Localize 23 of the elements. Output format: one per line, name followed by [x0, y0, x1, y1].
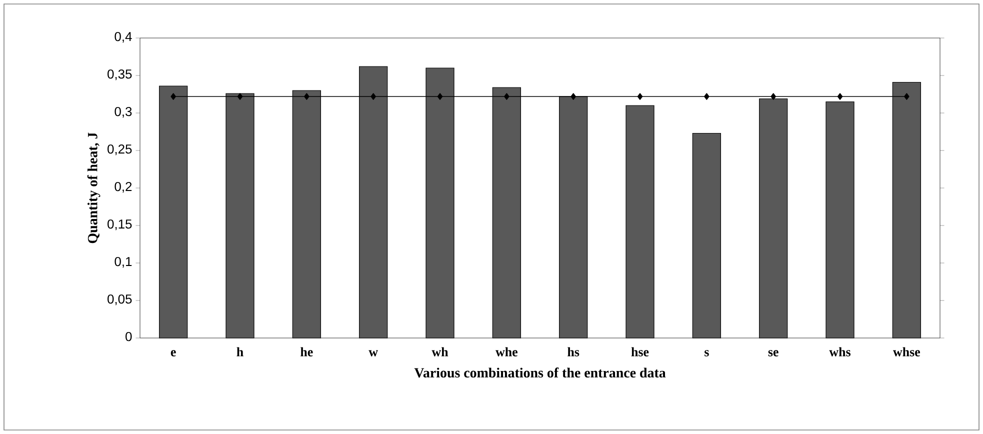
x-tick-label: se [768, 350, 778, 356]
x-tick-label: hs [568, 347, 580, 356]
y-axis-title: Quantity of heat, J [87, 132, 100, 244]
x-tick-label: whse [893, 347, 920, 356]
y-tick-label: 0,35 [108, 69, 132, 80]
y-tick-label: 0,25 [108, 144, 132, 156]
x-axis-title: Various combinations of the entrance data [414, 368, 666, 378]
y-tick-label: 0,4 [114, 32, 132, 43]
x-tick-label: whe [496, 347, 518, 356]
y-tick-label: 0,1 [114, 256, 132, 268]
y-tick-label: 0,3 [114, 106, 132, 118]
x-tick-label: hse [631, 347, 649, 356]
y-tick-label: 0,15 [108, 219, 132, 230]
y-tick-label: 0,05 [108, 294, 132, 306]
y-tick-label: 0,2 [114, 182, 132, 193]
x-tick-label: e [170, 350, 176, 356]
x-tick-label: w [368, 350, 378, 356]
y-tick-label: 0 [126, 332, 132, 342]
x-tick-label: wh [432, 347, 448, 356]
x-tick-label: he [300, 347, 313, 356]
x-tick-label: s [704, 350, 709, 356]
x-tick-label: h [236, 347, 244, 356]
x-tick-label: whs [829, 347, 850, 356]
